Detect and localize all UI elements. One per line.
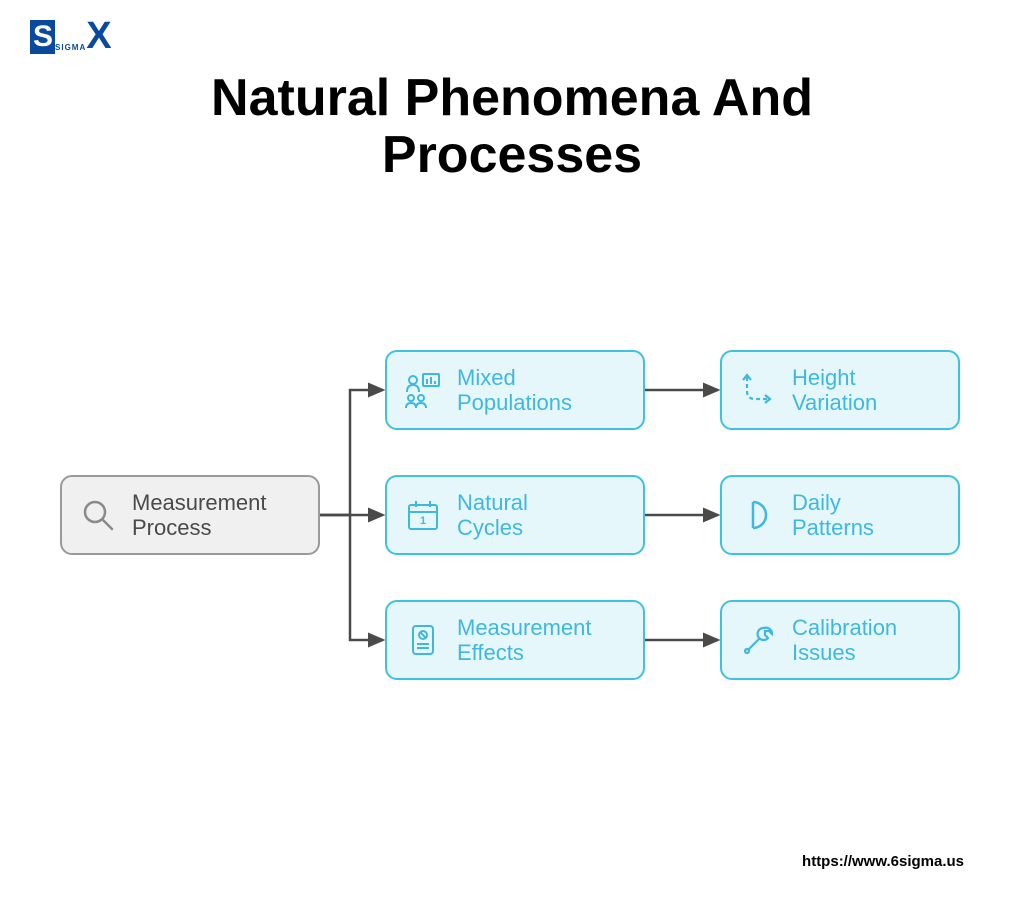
node-calibration-issues: Calibration Issues	[720, 600, 960, 680]
node-label: Measurement Process	[132, 490, 267, 541]
node-label: Daily Patterns	[792, 490, 874, 541]
half-circle-icon	[738, 495, 778, 535]
wrench-icon	[738, 620, 778, 660]
node-label: Height Variation	[792, 365, 877, 416]
node-natural-cycles: 1 Natural Cycles	[385, 475, 645, 555]
dashed-path-icon	[738, 370, 778, 410]
node-mixed-populations: Mixed Populations	[385, 350, 645, 430]
edge-root-mix	[320, 390, 383, 515]
footer-url: https://www.6sigma.us	[802, 853, 964, 870]
node-daily-patterns: Daily Patterns	[720, 475, 960, 555]
calculator-icon	[403, 620, 443, 660]
edge-root-meas	[320, 515, 383, 640]
edges-layer	[0, 0, 1024, 900]
node-height-variation: Height Variation	[720, 350, 960, 430]
people-chart-icon	[403, 370, 443, 410]
calendar-icon: 1	[403, 495, 443, 535]
node-label: Measurement Effects	[457, 615, 592, 666]
svg-text:1: 1	[420, 515, 426, 527]
node-label: Natural Cycles	[457, 490, 528, 541]
node-label: Mixed Populations	[457, 365, 572, 416]
node-label: Calibration Issues	[792, 615, 897, 666]
magnifier-icon	[78, 495, 118, 535]
diagram-canvas: SSIGMAX Natural Phenomena And Processes …	[0, 0, 1024, 900]
node-measurement-process: Measurement Process	[60, 475, 320, 555]
node-measurement-effects: Measurement Effects	[385, 600, 645, 680]
